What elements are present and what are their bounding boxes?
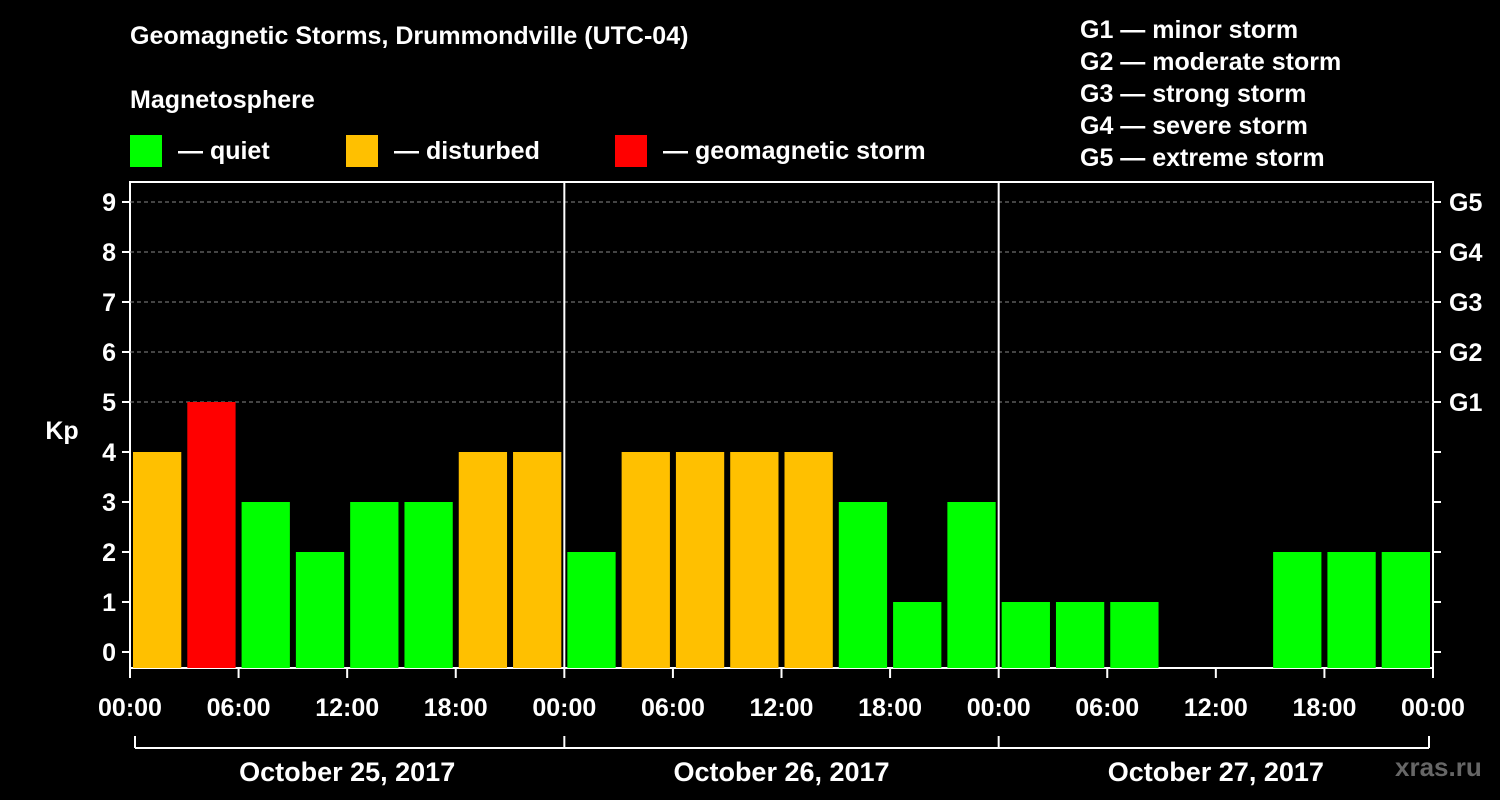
x-tick-label: 06:00	[1075, 694, 1139, 722]
g-scale-label: G4	[1449, 239, 1482, 267]
legend-disturbed-swatch	[346, 135, 378, 167]
legend-storm-swatch	[615, 135, 647, 167]
y-tick-label: 7	[102, 289, 116, 317]
kp-bar	[1273, 552, 1322, 668]
x-tick-label: 00:00	[532, 694, 596, 722]
chart-subtitle: Magnetosphere	[130, 86, 315, 114]
y-tick-label: 4	[102, 439, 116, 467]
credit-label: xras.ru	[1395, 752, 1482, 782]
kp-bar	[893, 602, 942, 668]
y-tick-label: 2	[102, 539, 116, 567]
y-tick-label: 1	[102, 589, 116, 617]
day-label: October 26, 2017	[673, 757, 889, 787]
y-axis-label: Kp	[45, 417, 78, 445]
legend-quiet-swatch	[130, 135, 162, 167]
scale-g5: G5 — extreme storm	[1080, 144, 1325, 172]
kp-bar	[1110, 602, 1159, 668]
kp-bar	[350, 502, 399, 668]
kp-bar	[567, 552, 616, 668]
x-tick-label: 12:00	[750, 694, 814, 722]
x-tick-label: 18:00	[1292, 694, 1356, 722]
scale-g1: G1 — minor storm	[1080, 16, 1299, 44]
g-scale-label: G3	[1449, 289, 1482, 317]
y-tick-label: 8	[102, 239, 116, 267]
kp-bar	[730, 452, 779, 668]
g-scale-label: G2	[1449, 339, 1482, 367]
y-tick-label: 3	[102, 489, 116, 517]
legend-storm: — geomagnetic storm	[615, 134, 926, 168]
y-tick-label: 0	[102, 639, 116, 667]
x-tick-label: 00:00	[967, 694, 1031, 722]
kp-bar	[621, 452, 670, 668]
kp-bar	[838, 502, 888, 668]
kp-bar	[1001, 602, 1050, 668]
day-label: October 25, 2017	[239, 757, 455, 787]
x-tick-label: 00:00	[98, 694, 162, 722]
x-tick-label: 06:00	[207, 694, 271, 722]
x-tick-label: 18:00	[858, 694, 922, 722]
kp-bar	[295, 552, 345, 668]
g-scale-label: G5	[1449, 189, 1482, 217]
chart-title: Geomagnetic Storms, Drummondville (UTC-0…	[130, 22, 689, 50]
g-scale-label: G1	[1449, 389, 1482, 417]
legend-disturbed: — disturbed	[346, 134, 540, 168]
kp-bar	[241, 502, 290, 668]
y-tick-label: 9	[102, 189, 116, 217]
scale-g3: G3 — strong storm	[1080, 80, 1307, 108]
scale-g2: G2 — moderate storm	[1080, 48, 1342, 76]
day-label: October 27, 2017	[1108, 757, 1324, 787]
legend-quiet-label: — quiet	[178, 136, 270, 165]
y-tick-label: 6	[102, 339, 116, 367]
kp-bar	[947, 502, 996, 668]
kp-bar	[784, 452, 833, 668]
kp-bar	[675, 452, 725, 668]
x-tick-label: 18:00	[424, 694, 488, 722]
kp-bar	[1327, 552, 1376, 668]
x-tick-label: 00:00	[1401, 694, 1465, 722]
legend-disturbed-label: — disturbed	[394, 136, 540, 165]
x-tick-label: 06:00	[641, 694, 705, 722]
legend-quiet: — quiet	[130, 134, 270, 168]
kp-bar	[1055, 602, 1105, 668]
x-tick-label: 12:00	[315, 694, 379, 722]
kp-bar	[404, 502, 453, 668]
scale-g4: G4 — severe storm	[1080, 112, 1308, 140]
kp-bar	[187, 402, 236, 668]
kp-bar	[458, 452, 508, 668]
x-tick-label: 12:00	[1184, 694, 1248, 722]
kp-bar	[133, 452, 182, 668]
kp-bar	[513, 452, 562, 668]
legend-storm-label: — geomagnetic storm	[663, 136, 926, 165]
storm-scale-legend: G1 — minor storm G2 — moderate storm G3 …	[1080, 14, 1341, 174]
y-tick-label: 5	[102, 389, 116, 417]
kp-bar	[1381, 552, 1430, 668]
